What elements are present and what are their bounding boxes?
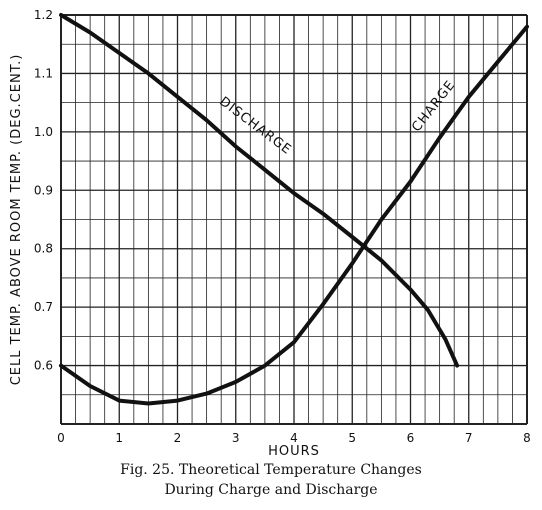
y-axis-title: CELL TEMP. ABOVE ROOM TEMP. (DEG.CENT.) — [9, 54, 24, 386]
x-tick-label: 1 — [115, 431, 123, 445]
y-tick-label: 1.0 — [34, 125, 53, 139]
figure-caption-line-1: Fig. 25. Theoretical Temperature Changes — [120, 462, 422, 478]
chart: 0 1 2 3 4 5 6 7 8 0.6 0.7 0.8 0.9 1.0 1.1 1.2 DISCHARGE… — [9, 8, 531, 459]
series-label-discharge: DISCHARGE — [216, 94, 294, 158]
x-tick-label: 2 — [174, 431, 182, 445]
series-line-charge — [59, 24, 529, 406]
x-tick-label: 8 — [523, 431, 531, 445]
y-tick-label: 0.9 — [34, 183, 53, 197]
y-tick-label: 0.7 — [34, 300, 53, 314]
x-tick-label: 3 — [232, 431, 240, 445]
y-tick-label: 0.8 — [34, 242, 53, 256]
x-tick-label: 4 — [290, 431, 298, 445]
y-tick-label: 1.1 — [34, 66, 53, 80]
y-tick-label: 1.2 — [34, 8, 53, 22]
figure-caption-line-2: During Charge and Discharge — [164, 482, 378, 498]
x-axis-title: HOURS — [268, 444, 320, 459]
x-tick-label: 5 — [348, 431, 356, 445]
tick-labels: 0 1 2 3 4 5 6 7 8 0.6 0.7 0.8 0.9 1.0 1.1 1.2 — [34, 8, 531, 445]
x-tick-label: 0 — [57, 431, 65, 445]
series-lines — [59, 13, 529, 406]
x-tick-label: 6 — [407, 431, 415, 445]
x-tick-label: 7 — [465, 431, 473, 445]
series-label-charge: CHARGE — [409, 78, 458, 135]
series-line-discharge — [59, 13, 460, 368]
grid — [60, 14, 528, 425]
y-tick-label: 0.6 — [34, 359, 53, 373]
